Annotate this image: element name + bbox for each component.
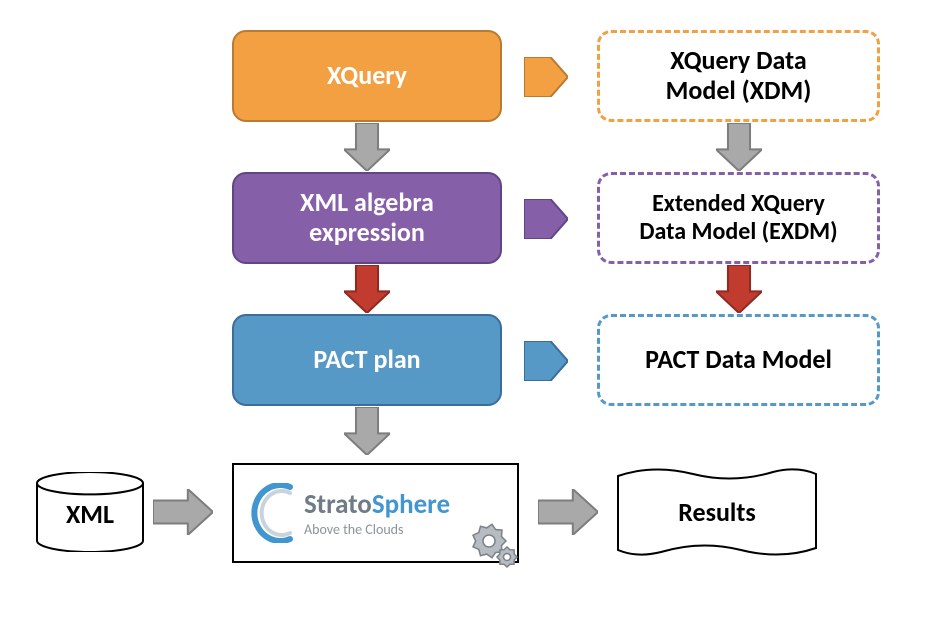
gear-icon <box>467 517 523 573</box>
arrow-right-icon <box>538 489 598 535</box>
logo-tagline: Above the Clouds <box>304 521 450 538</box>
xdm-node: XQuery DataModel (XDM) <box>597 30 880 122</box>
xquery-node: XQuery <box>232 30 502 122</box>
arrow-down-icon <box>344 265 390 313</box>
pact-plan-label: PACT plan <box>313 345 420 375</box>
arrow-right-icon <box>153 489 213 535</box>
xml-algebra-node: XML algebraexpression <box>232 172 502 264</box>
xml-cylinder-icon: XML <box>36 472 144 552</box>
pact-dm-node: PACT Data Model <box>597 314 880 406</box>
exdm-label: Extended XQueryData Model (EXDM) <box>639 190 837 245</box>
xml-algebra-label: XML algebraexpression <box>300 188 434 248</box>
results-label: Results <box>678 496 755 528</box>
xdm-label: XQuery DataModel (XDM) <box>666 46 812 106</box>
xquery-label: XQuery <box>327 61 407 91</box>
arrow-down-icon <box>716 265 762 313</box>
pact-dm-label: PACT Data Model <box>645 345 832 375</box>
logo-arc-icon <box>248 483 298 543</box>
exdm-node: Extended XQueryData Model (EXDM) <box>597 172 880 264</box>
logo-text-strato: Strato <box>304 488 372 521</box>
svg-text:XML: XML <box>66 498 114 530</box>
logo-text-sphere: Sphere <box>372 488 450 521</box>
arrow-down-icon <box>716 123 762 171</box>
results-node: Results <box>617 466 817 558</box>
pact-plan-node: PACT plan <box>232 314 502 406</box>
arrow-down-icon <box>344 123 390 171</box>
arrow-down-icon <box>344 407 390 455</box>
stratosphere-logo-box: StratoSphere Above the Clouds <box>232 463 519 563</box>
pentagon-arrow-icon <box>524 341 568 381</box>
pentagon-arrow-icon <box>524 199 568 239</box>
logo-brand: StratoSphere <box>304 488 450 521</box>
pentagon-arrow-icon <box>524 57 568 97</box>
